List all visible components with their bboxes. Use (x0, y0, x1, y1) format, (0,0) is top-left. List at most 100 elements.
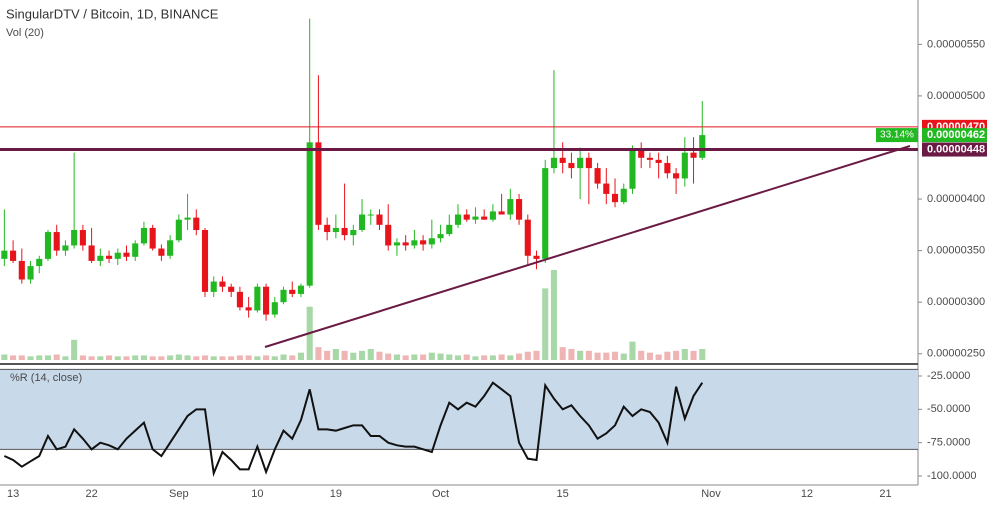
x-tick-label: Nov (701, 488, 721, 500)
price-label-box (922, 142, 987, 157)
candle-body (411, 240, 418, 246)
candle-body (507, 199, 514, 215)
volume-bar (577, 350, 584, 360)
volume-bar (489, 355, 496, 360)
candle-body (263, 286, 270, 315)
candle-body (367, 214, 374, 216)
annotation: 33.14% (880, 130, 914, 141)
volume-bar (533, 350, 540, 360)
candle-body (236, 291, 243, 308)
volume-bar (219, 356, 226, 360)
candle-body (158, 248, 165, 256)
x-tick-label: 19 (330, 488, 342, 500)
candle-body (690, 152, 697, 158)
x-tick-label: 12 (801, 488, 813, 500)
volume-bar (140, 355, 147, 360)
volume-bar (646, 352, 653, 360)
volume-bar (420, 354, 427, 360)
volume-bar (53, 354, 60, 360)
candle-body (428, 238, 435, 245)
volume-bar (385, 353, 392, 360)
volume-bar (1, 354, 8, 360)
candle-body (524, 219, 531, 256)
candle-body (324, 224, 331, 233)
candle-body (638, 149, 645, 158)
candle-body (201, 229, 209, 292)
candle-body (673, 173, 680, 179)
volume-bar (559, 347, 566, 360)
volume-bar (550, 270, 558, 360)
price-pane (0, 18, 922, 360)
volume-bar (638, 350, 645, 360)
volume-bar (350, 352, 357, 360)
candle-body (10, 250, 17, 261)
candle-body (175, 219, 182, 241)
candle-body (393, 242, 400, 246)
y-tick-label: 0.00000300 (927, 296, 985, 308)
volume-bar (463, 354, 470, 360)
volume-bar (132, 355, 139, 360)
volume-bar (36, 355, 43, 360)
x-tick-label: 15 (557, 488, 569, 500)
x-tick-label: Sep (169, 488, 189, 500)
volume-bar (402, 355, 409, 360)
volume-bar (149, 356, 156, 360)
candle-body (568, 162, 575, 169)
candle-body (664, 162, 671, 174)
volume-bar (245, 355, 252, 360)
candle-body (577, 157, 584, 169)
volume-bar (524, 351, 531, 360)
volume-bar (280, 354, 287, 360)
volume-bar (681, 348, 688, 360)
candle-body (306, 142, 313, 286)
price-label: 0.00000448 (927, 143, 985, 155)
volume-bar (114, 356, 121, 360)
y-tick-label: 0.00000250 (927, 348, 985, 360)
volume-bar (71, 339, 78, 360)
candle-body (516, 199, 523, 220)
volume-bar (123, 356, 130, 360)
volume-bar (428, 352, 435, 360)
volume-bar (27, 356, 34, 360)
volume-bar (210, 356, 217, 360)
candle-body (655, 159, 662, 163)
volume-bar (454, 355, 462, 360)
candle-body (114, 252, 121, 259)
y-tick-label: 0.00000500 (927, 90, 985, 102)
volume-bar (664, 351, 671, 360)
candle-body (123, 252, 130, 257)
volume-bar (585, 350, 592, 360)
indicator-line (3, 381, 704, 478)
volume-bar (542, 288, 549, 360)
volume-bar (516, 353, 523, 360)
volume-bar (79, 355, 86, 360)
volume-bar (324, 350, 331, 360)
volume-bar (332, 348, 339, 360)
trend-line (264, 145, 911, 348)
volume-bar (629, 341, 636, 360)
candle-body (27, 266, 34, 280)
volume-bar (655, 354, 662, 360)
volume-bar (254, 356, 261, 360)
candle-body (167, 240, 174, 256)
volume-bar (62, 356, 69, 360)
chart-title: SingularDTV / Bitcoin, 1D, BINANCE (6, 6, 219, 21)
volume-bar (18, 355, 25, 360)
y-tick-label: -25.0000 (927, 370, 970, 382)
candle-body (420, 240, 427, 245)
candle-body (629, 149, 636, 189)
volume-bar (568, 348, 575, 360)
candle-body (550, 157, 558, 169)
candle-body (184, 217, 191, 220)
price-label: 0.00000462 (927, 129, 985, 141)
candle-body (219, 281, 226, 287)
candle-body (53, 232, 60, 251)
candle-body (71, 229, 78, 246)
candle-body (533, 255, 540, 259)
volume-bar (690, 350, 697, 360)
volume-bar (271, 356, 278, 360)
volume-bar (594, 352, 601, 360)
candle-body (210, 281, 217, 292)
candle-body (97, 255, 104, 261)
